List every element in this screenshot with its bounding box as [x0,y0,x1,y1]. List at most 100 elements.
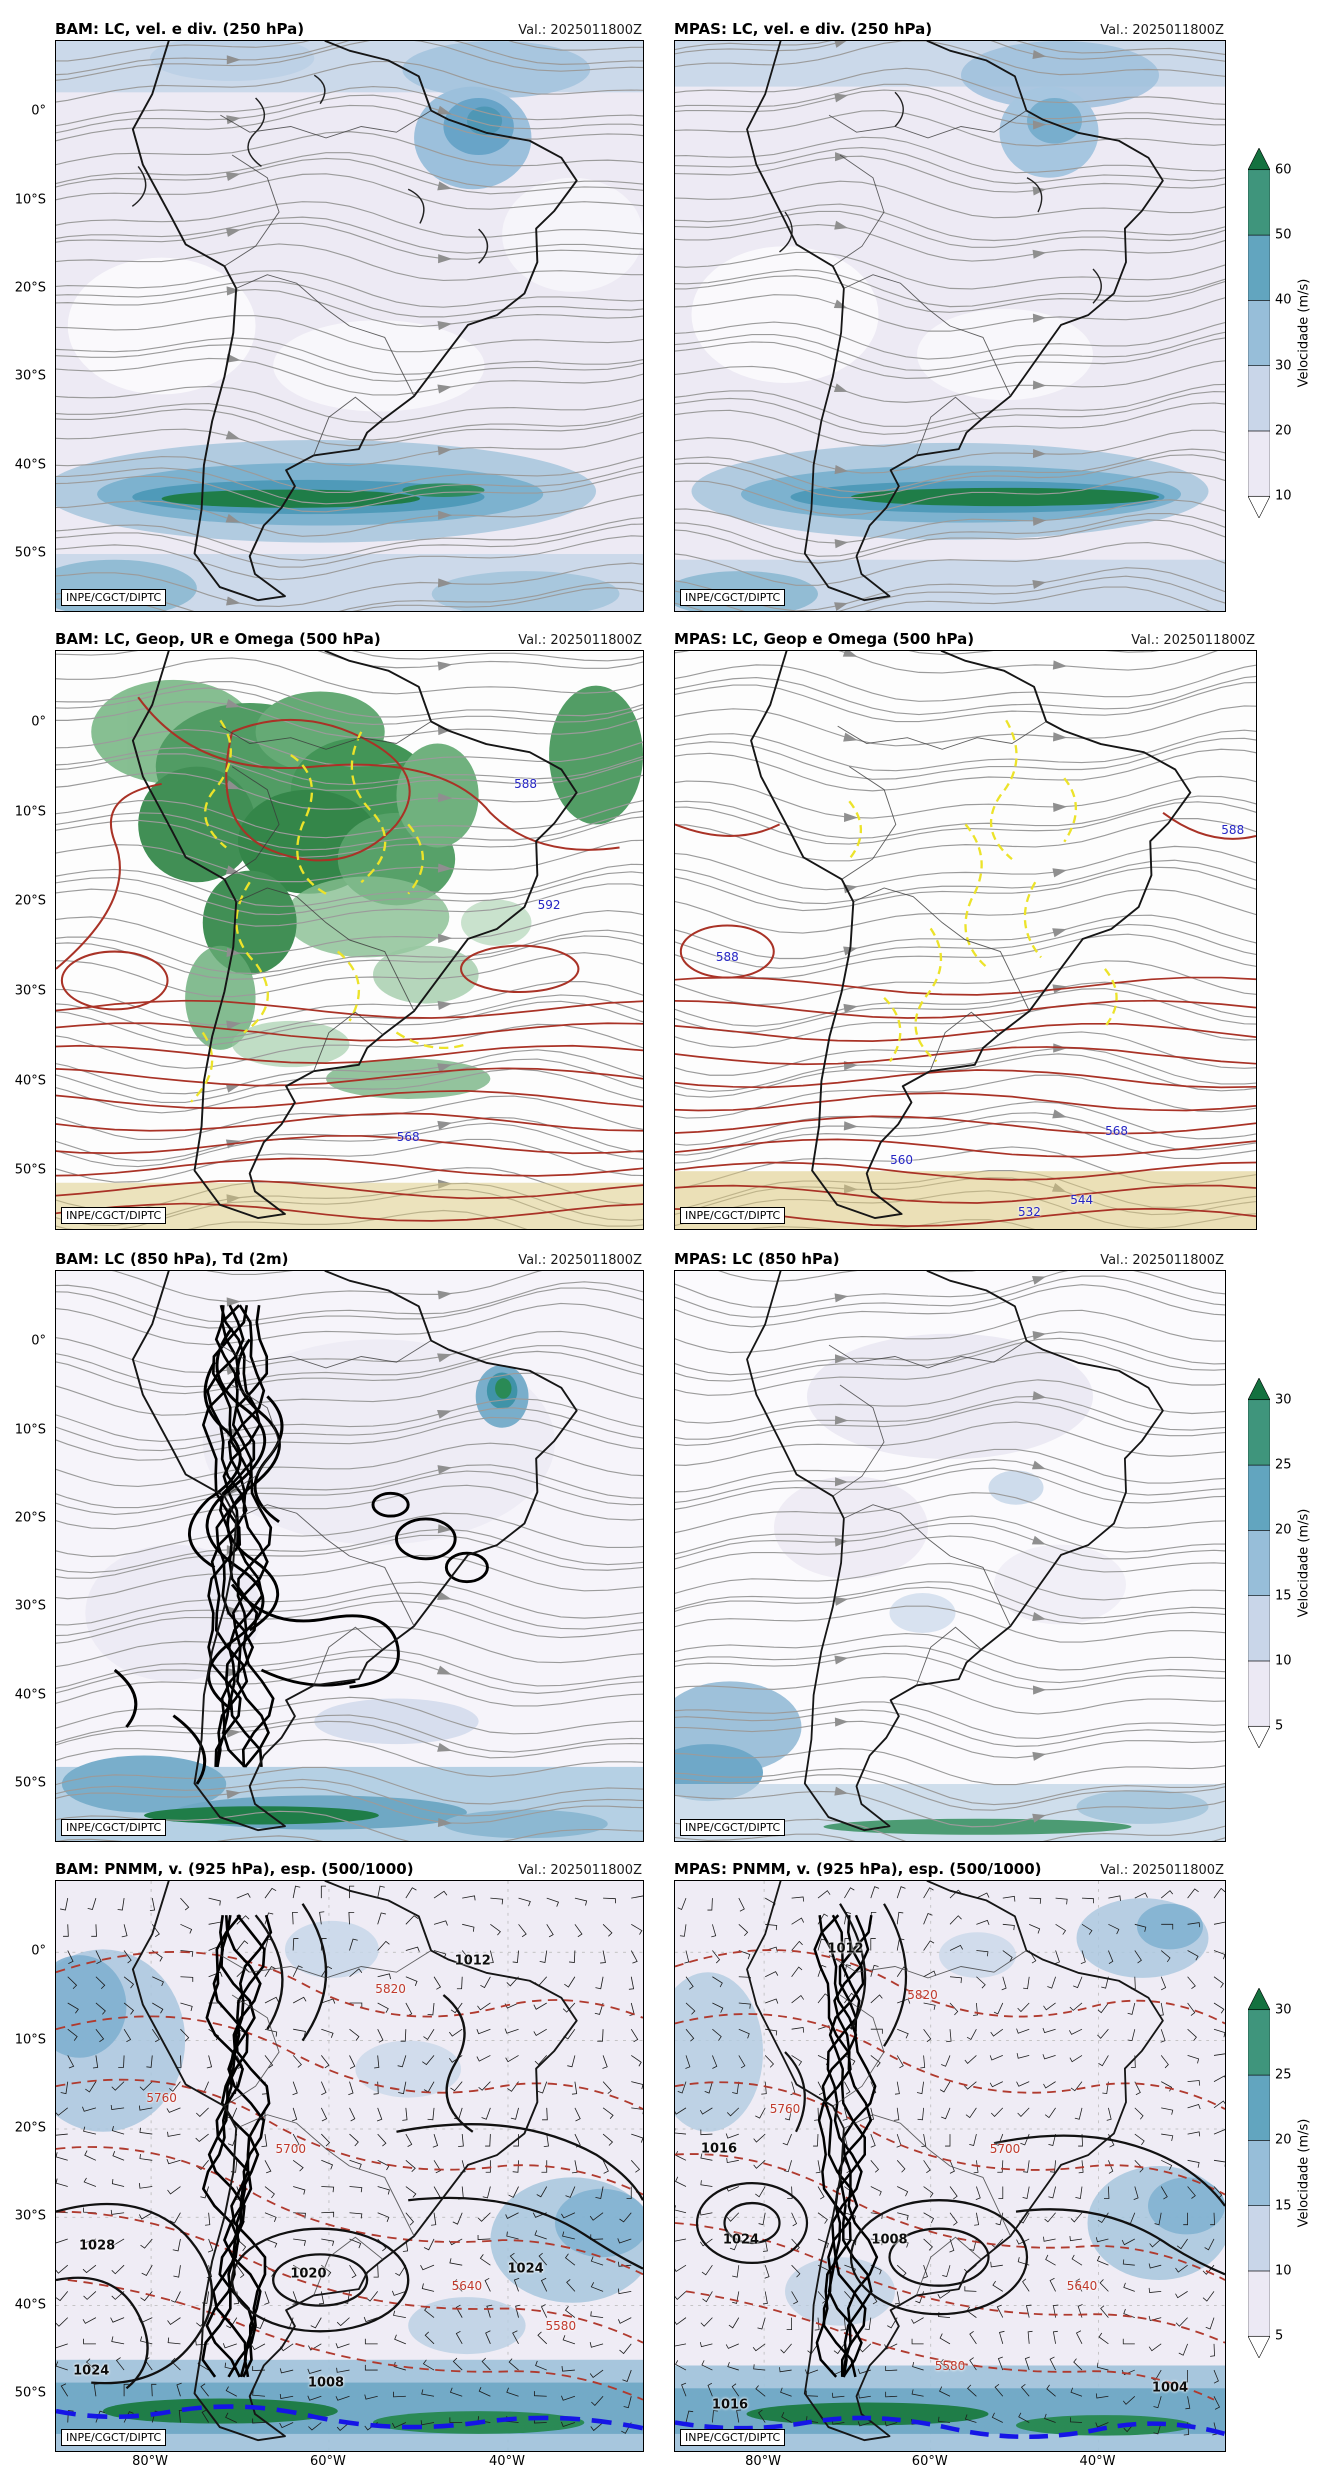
contour-label: 1008 [307,2375,345,2391]
contour-label: 5580 [545,2318,577,2333]
map-bam-850: INPE/CGCT/DIPTC [55,1270,644,1842]
panel-title-row-mpas-850: MPAS: LC (850 hPa) Val.: 2025011800Z [674,1242,1224,1268]
colorbar-velocity-250: Velocidade (m/s) 60 50 40 30 20 10 [1248,148,1323,518]
lon-axis-left: 80°W 60°W 40°W [55,2452,642,2470]
contour-label: 588 [715,950,739,965]
colorbar-axis-label: Velocidade (m/s) [1296,1508,1312,1618]
lat-tick-label: 30°S [14,368,46,384]
lat-tick-label: 50°S [14,1775,46,1791]
colorbar-gradient [1248,1988,1270,2358]
contour-label: 1012 [827,1941,864,1957]
credit-badge: INPE/CGCT/DIPTC [61,1207,167,1224]
contour-label: 1016 [711,2397,749,2413]
lon-tick-label: 60°W [911,2454,948,2469]
lat-tick-label: 10°S [14,1422,46,1438]
lat-tick-label: 20°S [14,280,46,296]
valid-time-label: Val.: 2025011800Z [518,1253,642,1268]
valid-time-label: Val.: 2025011800Z [1100,1253,1224,1268]
contour-label: 5640 [1066,2278,1098,2293]
valid-time-label: Val.: 2025011800Z [518,1863,642,1878]
colorbar-tick-label: 20 [1275,2132,1292,2148]
valid-time-label: Val.: 2025011800Z [1100,1863,1224,1878]
colorbar-tick-label: 20 [1275,1522,1292,1538]
contour-label: 568 [1105,1123,1128,1138]
contour-label: 5700 [989,2141,1021,2156]
contour-label: 1016 [700,2141,738,2157]
lon-tick-label: 80°W [745,2454,782,2469]
contour-label: 5580 [934,2358,966,2373]
panel-title-row-mpas-250: MPAS: LC, vel. e div. (250 hPa) Val.: 20… [674,12,1224,38]
map-mpas-500: INPE/CGCT/DIPTC 588 588 568 560 544 532 [674,650,1257,1230]
contour-label: 5760 [769,2102,801,2116]
colorbar-tick-label: 10 [1275,1653,1292,1669]
panel-title-row-mpas-500: MPAS: LC, Geop e Omega (500 hPa) Val.: 2… [674,622,1255,648]
colorbar-velocity-925: Velocidade (m/s) 30 25 20 15 10 5 [1248,1988,1323,2358]
colorbar-tick-label: 30 [1275,2002,1292,2018]
lon-tick-label: 80°W [132,2454,169,2469]
colorbar-axis-label: Velocidade (m/s) [1296,278,1312,388]
map-mpas-pnmm: INPE/CGCT/DIPTC 1012 5820 5760 1016 5700 1024… [674,1880,1226,2452]
panel-title: BAM: LC, Geop, UR e Omega (500 hPa) [55,630,381,648]
contour-label: 5820 [907,1988,938,2002]
contour-label: 5760 [146,2090,177,2105]
colorbar-tick-label: 10 [1275,2263,1292,2279]
colorbar-tick-label: 40 [1275,292,1292,308]
credit-badge: INPE/CGCT/DIPTC [61,2429,167,2446]
panel-title: MPAS: LC, Geop e Omega (500 hPa) [674,630,975,648]
contour-label: 1024 [507,2261,544,2277]
map-bam-pnmm: INPE/CGCT/DIPTC 1012 5820 5760 5700 1028 1020… [55,1880,644,2452]
panel-title: MPAS: PNMM, v. (925 hPa), esp. (500/1000… [674,1860,1042,1878]
credit-badge: INPE/CGCT/DIPTC [680,2429,786,2446]
panel-title-row-mpas-pnmm: MPAS: PNMM, v. (925 hPa), esp. (500/1000… [674,1852,1224,1878]
lon-tick-label: 40°W [489,2454,525,2469]
colorbar-gradient [1248,1378,1270,1748]
colorbar-tick-label: 30 [1275,1392,1292,1408]
colorbar-gradient [1248,148,1270,518]
lat-tick-label: 30°S [14,1598,46,1614]
lat-tick-label: 50°S [14,1162,46,1178]
lat-tick-label: 40°S [14,1073,46,1089]
lat-tick-label: 0° [31,1943,46,1959]
panel-title-row-bam-500: BAM: LC, Geop, UR e Omega (500 hPa) Val.… [55,622,642,648]
contour-label: 588 [514,776,538,791]
lat-tick-label: 40°S [14,457,46,473]
colorbar-tick-label: 15 [1275,2198,1292,2214]
contour-label: 1004 [1151,2380,1189,2396]
contour-label: 1008 [871,2232,908,2248]
panel-title: BAM: LC (850 hPa), Td (2m) [55,1250,289,1268]
credit-badge: INPE/CGCT/DIPTC [61,1819,167,1836]
valid-time-label: Val.: 2025011800Z [1131,633,1255,648]
contour-label: 568 [396,1129,420,1144]
panel-title: MPAS: LC (850 hPa) [674,1250,840,1268]
contour-label: 5700 [275,2141,307,2156]
contour-label: 5640 [451,2278,483,2293]
colorbar-velocity-850: Velocidade (m/s) 30 25 20 15 10 5 [1248,1378,1323,1748]
map-bam-500: INPE/CGCT/DIPTC 588 592 568 [55,650,644,1230]
panel-title: MPAS: LC, vel. e div. (250 hPa) [674,20,933,38]
contour-label: 1024 [722,2232,760,2248]
credit-badge: INPE/CGCT/DIPTC [680,1207,786,1224]
contour-label: 1012 [454,1953,491,1969]
lat-tick-label: 40°S [14,1687,46,1703]
lat-tick-label: 20°S [14,2120,46,2136]
lat-tick-label: 20°S [14,893,46,909]
colorbar-tick-label: 10 [1275,488,1292,504]
contour-label: 5820 [375,1982,406,1997]
colorbar-axis-label: Velocidade (m/s) [1296,2118,1312,2228]
panel-title-row-bam-pnmm: BAM: PNMM, v. (925 hPa), esp. (500/1000)… [55,1852,642,1878]
colorbar-tick-label: 20 [1275,423,1292,439]
contour-label: 1024 [73,2363,110,2379]
map-bam-250: INPE/CGCT/DIPTC [55,40,644,612]
lat-tick-label: 20°S [14,1510,46,1526]
credit-badge: INPE/CGCT/DIPTC [61,589,167,606]
lat-tick-label: 0° [31,714,46,730]
contour-label: 592 [537,898,561,913]
lat-tick-label: 0° [31,103,46,119]
credit-badge: INPE/CGCT/DIPTC [680,589,786,606]
contour-label: 1028 [78,2238,116,2254]
contour-label: 588 [1221,823,1245,838]
map-mpas-850: INPE/CGCT/DIPTC [674,1270,1226,1842]
credit-badge: INPE/CGCT/DIPTC [680,1819,786,1836]
panel-title: BAM: PNMM, v. (925 hPa), esp. (500/1000) [55,1860,414,1878]
